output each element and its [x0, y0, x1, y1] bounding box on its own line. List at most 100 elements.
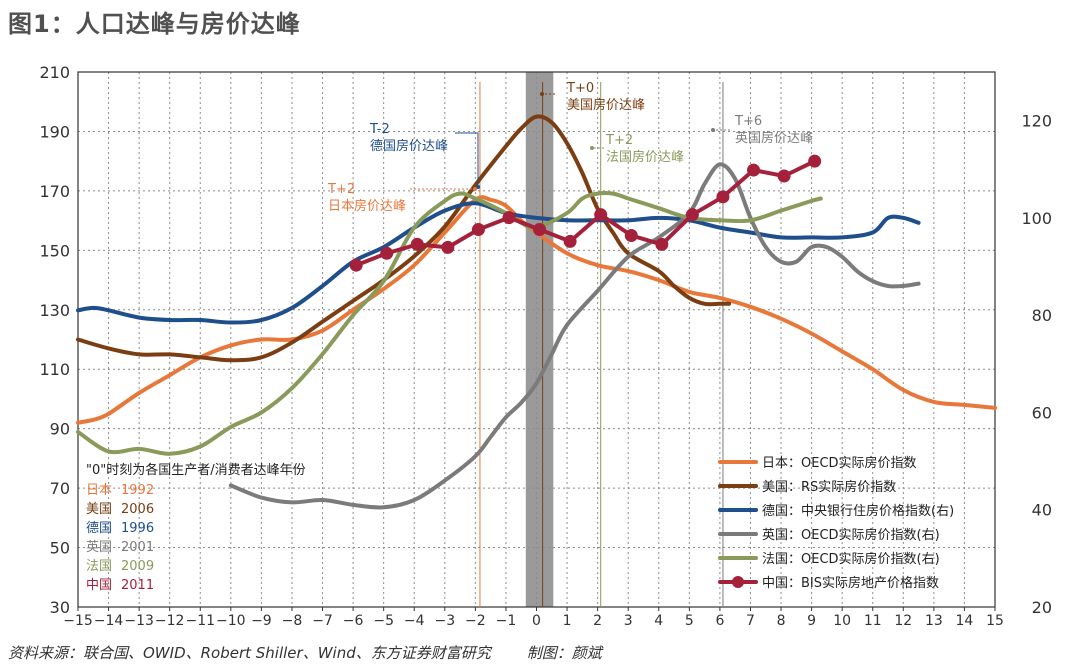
- peak-note-year: 2009: [121, 559, 154, 574]
- x-tick-label: −3: [434, 613, 455, 629]
- annotation-label-0: 美国房价达峰: [567, 97, 645, 113]
- peak-note-country: 中国: [86, 578, 112, 593]
- series-point-5: [747, 163, 761, 177]
- y-left-tick-label: 130: [39, 301, 70, 320]
- annotation-dot: [711, 128, 715, 132]
- legend-label-2: 德国：中央银行住房价格指数(右): [762, 503, 954, 519]
- peak-note-country: 英国: [86, 540, 112, 555]
- annotation-label-3: T+6: [734, 114, 762, 129]
- legend-label-4: 法国：OECD实际房价指数(右): [762, 551, 940, 567]
- y-right-tick-label: 80: [1032, 306, 1052, 325]
- x-tick-label: −5: [373, 613, 394, 629]
- series-point-5: [380, 246, 394, 260]
- series-point-5: [594, 208, 608, 222]
- y-axis-right: 20 40 60 80 100 120: [1021, 112, 1052, 617]
- x-tick-label: 0: [532, 613, 541, 629]
- legend-label-0: 日本：OECD实际房价指数: [762, 455, 917, 471]
- annotation-label-1: T-2: [369, 122, 390, 137]
- y-right-tick-label: 120: [1021, 112, 1052, 131]
- series-line-1: [76, 114, 732, 363]
- peak-shaded-band: [525, 72, 554, 607]
- series-point-5: [563, 234, 577, 248]
- x-tick-label: −12: [155, 613, 185, 629]
- peak-note-year: 2001: [121, 540, 154, 555]
- annotation-dot: [476, 185, 480, 189]
- grid-lines: [78, 72, 995, 607]
- y-right-tick-label: 20: [1032, 598, 1052, 617]
- legend: 日本：OECD实际房价指数美国：RS实际房价指数德国：中央银行住房价格指数(右)…: [718, 455, 954, 591]
- x-tick-label: 6: [715, 613, 724, 629]
- y-right-tick-label: 60: [1032, 403, 1052, 422]
- y-left-tick-label: 50: [50, 539, 70, 558]
- x-tick-label: −1: [496, 613, 517, 629]
- x-tick-label: 7: [746, 613, 755, 629]
- series-line-3: [228, 162, 921, 510]
- x-tick-label: 9: [807, 613, 816, 629]
- x-tick-label: −6: [343, 613, 364, 629]
- legend-label-1: 美国：RS实际房价指数: [762, 479, 896, 495]
- legend-marker-5: [732, 576, 744, 588]
- y-left-tick-label: 30: [50, 598, 70, 617]
- legend-label-3: 英国：OECD实际房价指数(右): [762, 527, 940, 543]
- peak-note-year: 1996: [121, 521, 154, 536]
- x-tick-label: −11: [185, 613, 215, 629]
- annotation-label-4: T+2: [327, 182, 355, 197]
- annotation-label-0: T+0: [566, 81, 594, 96]
- annotation-dot: [590, 146, 594, 150]
- series-point-5: [533, 223, 547, 237]
- peak-note-year: 1992: [121, 483, 154, 498]
- source-note: 资料来源：联合国、OWID、Robert Shiller、Wind、东方证券财富…: [8, 642, 602, 663]
- x-tick-label: 12: [894, 613, 912, 629]
- series-point-5: [624, 228, 638, 242]
- annotation-leader: [455, 132, 479, 187]
- legend-label-5: 中国：BIS实际房地产价格指数: [762, 575, 939, 591]
- shaded-band-rect: [525, 72, 554, 607]
- x-tick-label: −4: [404, 613, 425, 629]
- series-point-5: [502, 211, 516, 225]
- peak-note-country: 日本: [86, 483, 112, 498]
- x-tick-label: −7: [312, 613, 333, 629]
- peak-note-heading: "0"时刻为各国生产者/消费者达峰年份: [86, 462, 306, 478]
- x-tick-label: −14: [94, 613, 124, 629]
- series-line-5: [354, 159, 817, 268]
- peak-note-country: 德国: [86, 521, 112, 536]
- x-tick-label: 10: [833, 613, 851, 629]
- series-point-5: [685, 208, 699, 222]
- y-left-tick-label: 150: [39, 241, 70, 260]
- annotation-label-2: 法国房价达峰: [606, 149, 684, 165]
- source-text: 资料来源：联合国、OWID、Robert Shiller、Wind、东方证券财富…: [8, 644, 491, 662]
- annotation-label-4: 日本房价达峰: [328, 198, 406, 214]
- y-left-tick-label: 90: [50, 420, 70, 439]
- x-tick-label: 2: [593, 613, 602, 629]
- series-point-5: [471, 223, 485, 237]
- x-tick-label: 14: [956, 613, 974, 629]
- series-point-5: [655, 237, 669, 251]
- x-tick-label: −2: [465, 613, 486, 629]
- y-left-tick-label: 170: [39, 182, 70, 201]
- annotation-dot: [473, 187, 477, 191]
- peak-note-year: 2011: [121, 578, 154, 593]
- x-axis: −15 −14 −13 −12 −11 −10 −9 −8 −7 −6 −5 −4 −3 −2 −1 0 1 2 3…: [63, 607, 1004, 629]
- x-tick-label: 13: [925, 613, 943, 629]
- series-point-5: [349, 258, 363, 272]
- figure-title: 图1：人口达峰与房价达峰: [8, 10, 301, 38]
- series-line-4: [76, 191, 823, 456]
- y-left-tick-label: 110: [39, 360, 70, 379]
- credit-text: 制图：颜斌: [526, 644, 602, 662]
- x-tick-label: −8: [282, 613, 303, 629]
- series-point-5: [716, 190, 730, 204]
- series-point-5: [410, 237, 424, 251]
- x-tick-label: 4: [654, 613, 663, 629]
- peak-note-year: 2006: [121, 502, 154, 517]
- peak-note-country: 美国: [86, 502, 112, 517]
- x-tick-label: 8: [777, 613, 786, 629]
- y-right-tick-label: 40: [1032, 501, 1052, 520]
- x-tick-label: 1: [563, 613, 572, 629]
- peak-note-country: 法国: [86, 559, 112, 574]
- annotation-dot: [540, 92, 544, 96]
- y-axis-left: 30 50 70 90 110 130 150 170 190 210: [39, 63, 70, 617]
- peak-markers: [479, 82, 724, 607]
- x-tick-label: −10: [216, 613, 246, 629]
